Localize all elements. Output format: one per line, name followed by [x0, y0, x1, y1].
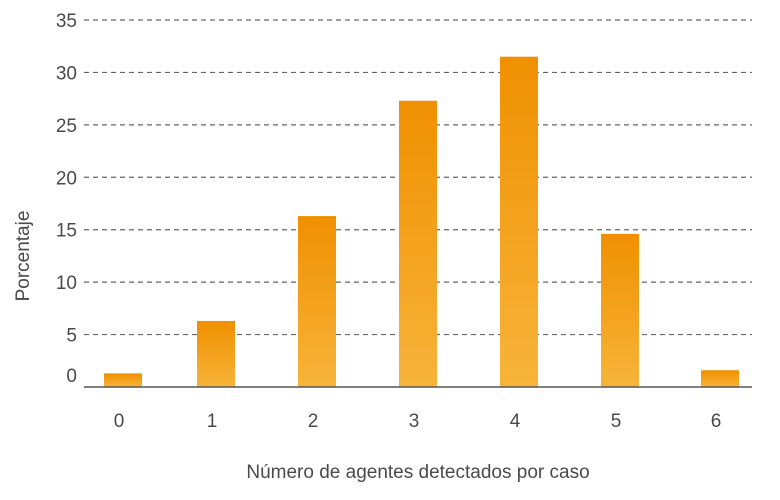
bar-0 — [104, 373, 142, 387]
y-axis-title: Porcentaje — [13, 211, 34, 302]
y-tick-label: 5 — [66, 326, 77, 347]
x-tick-label: 4 — [510, 411, 521, 432]
x-tick-label: 2 — [308, 411, 319, 432]
x-axis-title: Número de agentes detectados por caso — [246, 462, 589, 483]
y-tick-label: 0 — [66, 366, 77, 387]
x-tick-label: 3 — [409, 411, 420, 432]
y-tick-label: 20 — [56, 168, 77, 189]
x-tick-label: 5 — [611, 411, 622, 432]
x-tick-labels: 0 1 2 3 4 5 6 — [114, 411, 722, 432]
bars — [104, 56, 739, 388]
y-tick-label: 25 — [56, 116, 77, 137]
y-tick-label: 15 — [56, 221, 77, 242]
bar-6 — [701, 370, 739, 387]
y-tick-label: 35 — [56, 11, 77, 32]
y-tick-label: 30 — [56, 63, 77, 84]
bar-2 — [298, 216, 336, 387]
y-tick-label: 10 — [56, 273, 77, 294]
bar-5 — [601, 233, 639, 387]
y-tick-labels: 0 5 10 15 20 25 30 35 — [56, 11, 77, 387]
bar-3 — [399, 100, 437, 388]
x-tick-label: 0 — [114, 411, 125, 432]
bar-1 — [197, 320, 235, 387]
bar-4 — [500, 56, 538, 387]
x-tick-label: 1 — [207, 411, 218, 432]
x-tick-label: 6 — [711, 411, 722, 432]
